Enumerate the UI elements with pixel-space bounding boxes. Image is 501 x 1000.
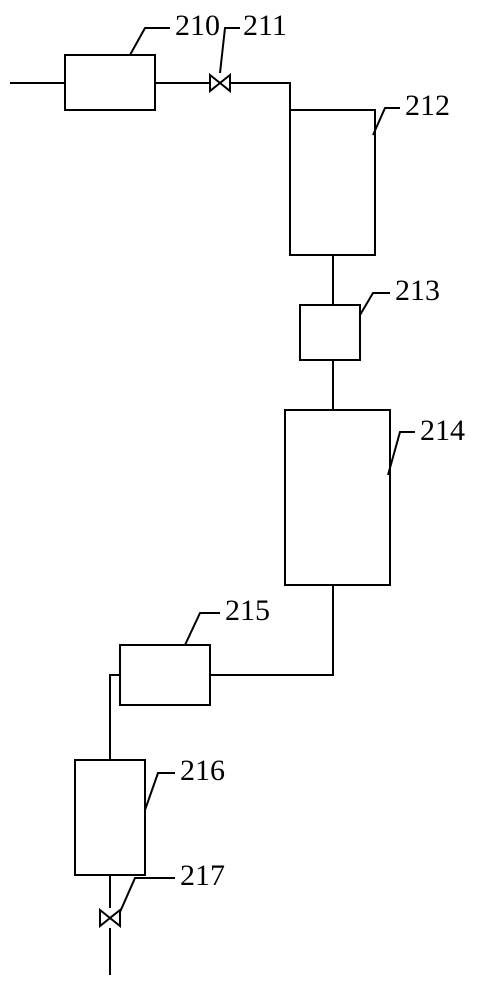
label-L216: 216: [180, 754, 225, 787]
label-L215: 215: [225, 594, 270, 627]
flow-diagram: 210 211 212 213 214 215 216 217: [0, 0, 501, 1000]
box-b214: [285, 410, 390, 585]
valve-icon-v211: [210, 75, 230, 91]
leader-L217: [120, 878, 175, 912]
labels-layer: 210 211 212 213 214 215 216 217: [120, 9, 465, 912]
leader-L210: [130, 28, 170, 55]
box-b215: [120, 645, 210, 705]
leader-L213: [360, 293, 390, 315]
nodes-layer: [65, 55, 390, 926]
label-L210: 210: [175, 9, 220, 42]
leader-L212: [373, 108, 400, 135]
box-b210: [65, 55, 155, 110]
leader-L216: [145, 773, 175, 810]
edge-6: [110, 675, 120, 760]
leader-L211: [220, 28, 240, 73]
box-b213: [300, 305, 360, 360]
label-L212: 212: [405, 89, 450, 122]
edge-2: [230, 83, 290, 110]
box-b212: [290, 110, 375, 255]
label-L217: 217: [180, 859, 225, 892]
label-L213: 213: [395, 274, 440, 307]
leader-L215: [185, 613, 220, 645]
valve-icon-v217: [100, 910, 120, 926]
leader-L214: [388, 432, 415, 475]
label-L211: 211: [243, 9, 287, 42]
label-L214: 214: [420, 414, 465, 447]
box-b216: [75, 760, 145, 875]
